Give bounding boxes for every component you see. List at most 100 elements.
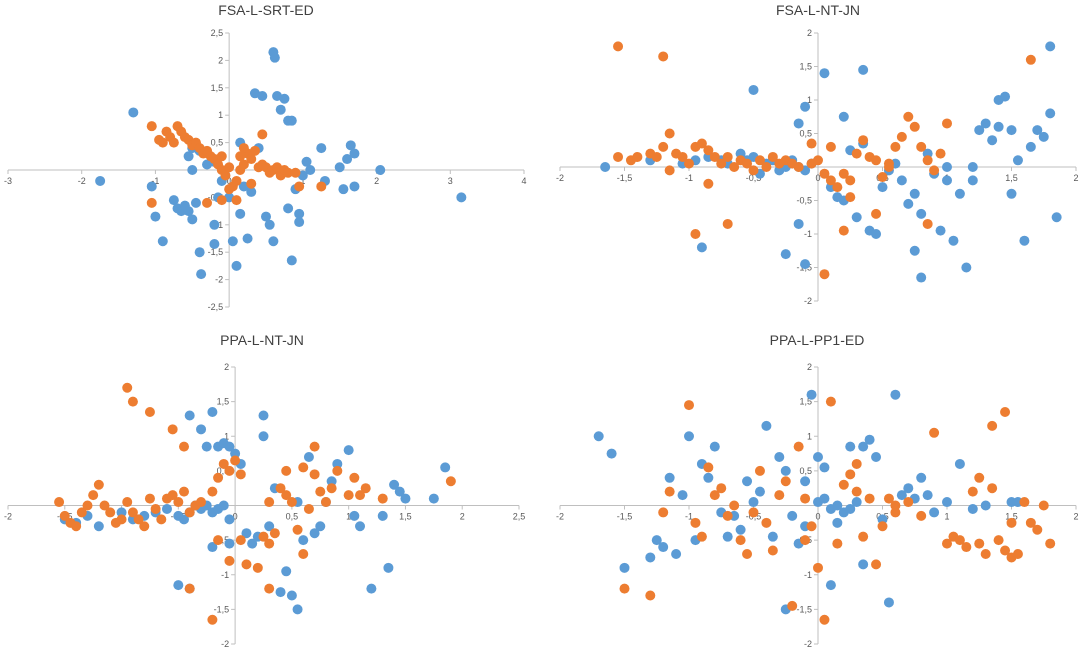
data-point [832,182,843,193]
data-point [709,441,720,452]
data-point [793,162,804,172]
data-point [88,490,99,501]
data-point [677,490,688,501]
data-point [709,151,720,162]
data-point [819,462,830,473]
data-point [716,483,727,494]
data-point [343,445,354,456]
y-tick-label: -1,5 [208,247,224,257]
data-point [167,424,178,435]
data-point [161,503,172,514]
data-point [338,184,349,195]
data-point [722,531,733,542]
chart-title: PPA-L-PP1-ED [770,332,865,348]
data-point [967,486,978,497]
data-point [942,497,952,508]
data-point [819,68,830,79]
data-point [440,462,451,473]
x-tick-label: 1,5 [1005,512,1018,522]
data-point [974,125,985,136]
data-point [696,138,707,149]
y-tick-label: -2,5 [208,302,224,312]
data-point [871,452,882,463]
data-point [677,151,688,162]
data-point [903,198,914,209]
data-point [400,493,411,504]
data-point [281,490,292,501]
data-point [922,155,933,166]
data-point [735,535,746,546]
data-point [93,521,104,532]
x-tick-label: 0 [227,176,232,186]
data-point [218,500,229,511]
data-point [315,521,326,532]
data-point [187,165,198,175]
data-point [82,500,93,511]
data-point [168,195,179,206]
data-point [819,269,830,280]
data-point [651,151,662,162]
data-point [326,483,337,494]
data-point [825,175,836,186]
data-point [987,420,998,431]
data-point [269,528,280,539]
y-tick-label: -0,5 [796,196,812,206]
data-point [275,587,286,598]
y-tick-label: 1 [807,95,812,105]
data-point [774,452,785,463]
data-point [349,510,360,521]
data-point [196,424,207,435]
data-point [207,407,218,418]
data-point [967,503,978,514]
data-point [286,115,297,126]
data-point [146,181,157,192]
data-point [813,562,823,573]
data-point [316,181,327,192]
data-point [196,269,207,280]
chart-title: FSA-L-SRT-ED [218,2,313,18]
data-point [246,186,257,197]
y-tick-label: 2 [807,362,812,372]
data-point [218,458,229,469]
data-point [207,486,218,497]
data-point [987,135,998,146]
data-point [896,131,907,142]
data-point [349,472,360,483]
data-point [207,542,218,553]
data-point [819,614,830,625]
data-point [748,165,759,176]
data-point [201,441,212,452]
data-point [150,211,161,222]
data-point [961,542,972,553]
data-point [258,431,269,442]
data-point [1000,407,1011,418]
data-point [261,211,271,222]
data-point [241,528,252,539]
data-point [877,172,888,183]
data-point [456,192,467,203]
data-point [286,255,297,266]
data-point [819,168,830,179]
data-point [93,479,104,490]
data-point [298,548,309,559]
data-point [845,441,856,452]
data-point [800,259,811,270]
data-point [929,507,940,518]
data-point [144,493,155,504]
data-point [127,396,138,407]
x-tick-label: 1 [346,512,351,522]
data-point [735,524,746,535]
data-point [345,140,356,151]
data-point [877,182,888,193]
data-point [858,559,869,570]
data-point [184,507,195,518]
data-point [290,167,301,178]
y-tick-label: 1,5 [217,397,230,407]
data-point [942,162,952,172]
y-tick-label: 1,5 [799,62,812,72]
data-point [281,465,292,476]
data-point [942,175,952,186]
x-tick-label: -1,5 [617,512,633,522]
data-point [179,441,190,452]
x-tick-label: -1 [151,176,159,186]
